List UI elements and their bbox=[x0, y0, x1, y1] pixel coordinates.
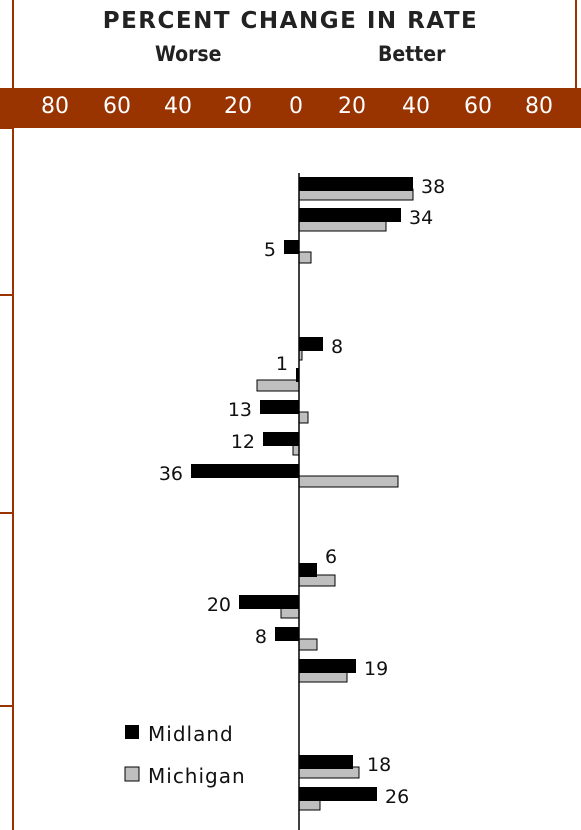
axis-tick-label: 80 bbox=[525, 94, 553, 119]
midland-bar bbox=[275, 627, 299, 641]
midland-bar bbox=[296, 368, 299, 382]
axis-tick-label: 40 bbox=[402, 94, 430, 119]
legend-swatch-michigan bbox=[124, 766, 140, 782]
midland-bar bbox=[299, 208, 401, 222]
legend: Midland Michigan bbox=[124, 722, 246, 788]
michigan-bar bbox=[298, 475, 399, 488]
midland-bar bbox=[239, 595, 299, 609]
michigan-bar bbox=[298, 638, 318, 651]
legend-label-michigan: Michigan bbox=[148, 764, 246, 788]
midland-bar bbox=[299, 755, 353, 769]
data-label: 34 bbox=[409, 207, 433, 229]
midland-bar bbox=[299, 787, 377, 801]
axis-tick-label: 40 bbox=[164, 94, 192, 119]
data-label: 13 bbox=[228, 399, 252, 421]
midland-bar bbox=[299, 563, 317, 577]
legend-label-midland: Midland bbox=[148, 722, 234, 746]
michigan-bar bbox=[256, 379, 300, 392]
data-label: 6 bbox=[325, 546, 337, 568]
better-label: Better bbox=[378, 42, 446, 66]
michigan-bar bbox=[298, 251, 312, 264]
data-label: 26 bbox=[385, 786, 409, 808]
midland-bar bbox=[299, 177, 413, 191]
midland-bar bbox=[299, 337, 323, 351]
worse-label: Worse bbox=[155, 42, 222, 66]
axis-tick-label: 60 bbox=[464, 94, 492, 119]
data-label: 8 bbox=[331, 336, 343, 358]
midland-bar bbox=[263, 432, 299, 446]
midland-bar bbox=[260, 400, 299, 414]
data-label: 8 bbox=[255, 626, 267, 648]
data-label: 19 bbox=[364, 658, 388, 680]
data-label: 18 bbox=[367, 754, 391, 776]
chart-title: PERCENT CHANGE IN RATE bbox=[102, 8, 479, 34]
midland-bar bbox=[284, 240, 299, 254]
data-label: 38 bbox=[421, 176, 445, 198]
data-label: 5 bbox=[264, 239, 276, 261]
axis-tick-label: 80 bbox=[41, 94, 69, 119]
midland-bar bbox=[191, 464, 299, 478]
michigan-bar bbox=[298, 411, 309, 424]
midland-bar bbox=[299, 659, 356, 673]
chart-header: PERCENT CHANGE IN RATE Worse Better bbox=[0, 0, 581, 88]
axis-tick-label: 20 bbox=[338, 94, 366, 119]
axis-tick-band: 80 60 40 20 0 20 40 60 80 bbox=[0, 88, 581, 128]
data-label: 12 bbox=[231, 431, 255, 453]
axis-tick-label: 20 bbox=[224, 94, 252, 119]
axis-tick-label: 0 bbox=[289, 94, 303, 119]
data-label: 1 bbox=[276, 353, 288, 375]
data-label: 36 bbox=[159, 463, 183, 485]
legend-swatch-midland bbox=[125, 725, 139, 739]
axis-tick-label: 60 bbox=[103, 94, 131, 119]
data-label: 20 bbox=[207, 594, 231, 616]
